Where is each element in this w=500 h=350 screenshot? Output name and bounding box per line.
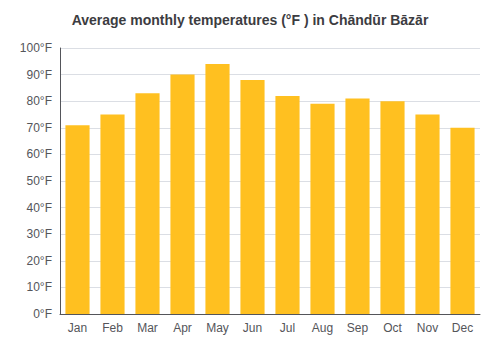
svg-text:20°F: 20°F <box>27 254 52 268</box>
svg-text:Sep: Sep <box>347 321 369 335</box>
svg-text:Aug: Aug <box>312 321 333 335</box>
svg-text:Dec: Dec <box>452 321 473 335</box>
svg-text:Oct: Oct <box>383 321 402 335</box>
svg-text:Mar: Mar <box>137 321 158 335</box>
svg-text:30°F: 30°F <box>27 227 52 241</box>
svg-text:90°F: 90°F <box>27 68 52 82</box>
svg-text:100°F: 100°F <box>20 41 52 55</box>
svg-text:40°F: 40°F <box>27 201 52 215</box>
svg-text:60°F: 60°F <box>27 147 52 161</box>
svg-text:80°F: 80°F <box>27 94 52 108</box>
svg-text:50°F: 50°F <box>27 174 52 188</box>
svg-text:0°F: 0°F <box>33 307 52 321</box>
svg-text:Feb: Feb <box>102 321 123 335</box>
svg-text:Nov: Nov <box>417 321 438 335</box>
svg-text:Average monthly temperatures (: Average monthly temperatures (°F ) in Ch… <box>72 12 429 28</box>
svg-text:Jun: Jun <box>243 321 262 335</box>
svg-text:May: May <box>206 321 229 335</box>
svg-text:Jul: Jul <box>280 321 295 335</box>
svg-text:10°F: 10°F <box>27 280 52 294</box>
svg-text:70°F: 70°F <box>27 121 52 135</box>
svg-text:Jan: Jan <box>68 321 87 335</box>
svg-text:Apr: Apr <box>173 321 192 335</box>
